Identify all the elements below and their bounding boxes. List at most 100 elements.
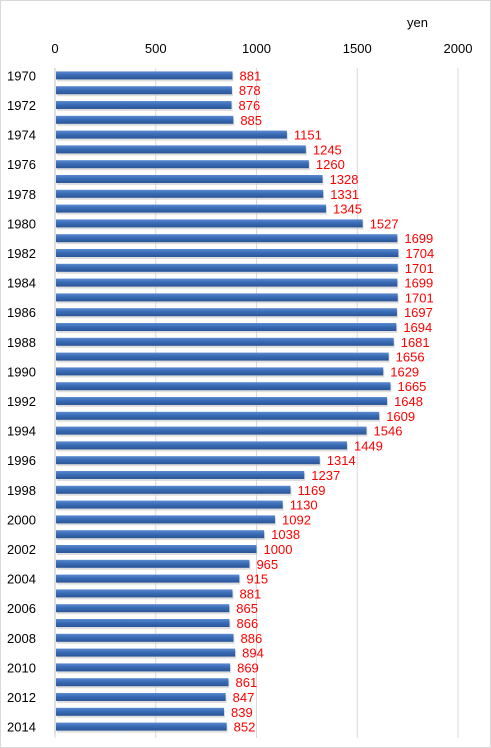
- data-label: 1331: [330, 187, 359, 202]
- bar-1971: [56, 86, 232, 95]
- bar-1995: [56, 441, 347, 450]
- data-label: 1260: [316, 157, 345, 172]
- bar-1989: [56, 352, 389, 361]
- bar-2013: [56, 707, 225, 716]
- data-label: 881: [240, 68, 262, 83]
- data-label: 886: [241, 631, 263, 646]
- data-label: 865: [236, 601, 258, 616]
- y-tick-label: 2010: [7, 660, 36, 675]
- x-axis-ticks: 0 500 1000 1500 2000: [51, 41, 472, 56]
- data-label: 869: [237, 660, 259, 675]
- data-label: 894: [242, 646, 264, 661]
- data-label: 1038: [271, 527, 300, 542]
- data-label: 1629: [390, 364, 419, 379]
- x-tick-label: 1500: [343, 41, 372, 56]
- data-label: 881: [240, 586, 262, 601]
- y-tick-label: 1976: [7, 157, 36, 172]
- bar-1991: [56, 382, 391, 391]
- y-tick-label: 1982: [7, 246, 36, 261]
- data-labels: 8818788768851151124512601328133113451527…: [231, 68, 434, 734]
- bar-2010: [56, 663, 231, 672]
- bar-1985: [56, 293, 398, 302]
- bar-1984: [56, 278, 398, 287]
- bar-1993: [56, 411, 380, 420]
- bar-1996: [56, 456, 320, 465]
- data-label: 1130: [290, 498, 318, 513]
- y-tick-label: 2002: [7, 542, 36, 557]
- bar-2012: [56, 693, 226, 701]
- bar-1998: [56, 485, 291, 494]
- bar-2014: [56, 722, 227, 731]
- y-tick-label: 1972: [7, 98, 36, 113]
- data-label: 1701: [405, 261, 434, 276]
- data-label: 1648: [394, 394, 423, 409]
- bar-1975: [56, 145, 306, 154]
- bar-1976: [56, 160, 309, 169]
- x-tick-label: 500: [145, 41, 167, 56]
- bar-1986: [56, 308, 397, 317]
- y-tick-label: 1980: [7, 216, 36, 231]
- data-label: 1699: [404, 231, 433, 246]
- data-label: 1092: [282, 512, 311, 527]
- bar-1978: [56, 189, 324, 198]
- y-tick-label: 2014: [7, 720, 36, 735]
- bar-1972: [56, 101, 232, 109]
- x-tick-label: 1000: [242, 41, 271, 56]
- y-tick-label: 2004: [7, 572, 36, 587]
- bar-1981: [56, 234, 398, 243]
- bar-2006: [56, 604, 230, 613]
- data-label: 1697: [404, 305, 433, 320]
- bar-1979: [56, 204, 327, 213]
- data-label: 1704: [405, 246, 434, 261]
- bar-2000: [56, 515, 276, 524]
- data-label: 1699: [404, 276, 433, 291]
- y-tick-label: 1988: [7, 335, 36, 350]
- x-tick-label: 2000: [444, 41, 473, 56]
- data-label: 861: [235, 675, 257, 690]
- y-tick-label: 1984: [7, 276, 36, 291]
- data-label: 876: [239, 98, 261, 113]
- bars: [56, 71, 400, 733]
- data-label: 1449: [354, 438, 383, 453]
- bar-1999: [56, 500, 283, 509]
- y-tick-label: 2008: [7, 631, 36, 646]
- data-label: 847: [233, 690, 255, 705]
- bar-1974: [56, 130, 287, 139]
- bar-1990: [56, 367, 384, 376]
- bar-1988: [56, 337, 394, 346]
- data-label: 1546: [374, 424, 403, 439]
- data-label: 839: [231, 705, 253, 720]
- y-tick-label: 1994: [7, 424, 36, 439]
- bar-1980: [56, 219, 363, 228]
- data-label: 1314: [327, 453, 356, 468]
- data-label: 1665: [397, 379, 426, 394]
- x-tick-label: 0: [51, 41, 58, 56]
- bar-1977: [56, 175, 323, 183]
- data-label: 965: [256, 557, 278, 572]
- bar-1983: [56, 263, 398, 272]
- bar-1997: [56, 471, 305, 479]
- bar-2011: [56, 678, 229, 687]
- bar-1982: [56, 249, 399, 257]
- y-tick-label: 1970: [7, 68, 36, 83]
- data-label: 1151: [294, 128, 322, 143]
- bar-1970: [56, 71, 233, 80]
- data-label: 866: [236, 616, 258, 631]
- y-tick-label: 1986: [7, 305, 36, 320]
- data-label: 1694: [403, 320, 432, 335]
- data-label: 1328: [330, 172, 359, 187]
- bar-2008: [56, 633, 234, 642]
- y-axis-labels: 1970 1972 1974 1976 1978 1980 1982 1984 1986 1988…: [7, 68, 36, 734]
- data-label: 1656: [396, 350, 425, 365]
- data-label: 1237: [311, 468, 340, 483]
- data-label: 1345: [333, 202, 362, 217]
- data-label: 852: [234, 720, 256, 735]
- bar-2002: [56, 545, 257, 553]
- y-tick-label: 1998: [7, 483, 36, 498]
- data-label: 1681: [401, 335, 430, 350]
- bar-2009: [56, 648, 236, 657]
- data-label: 915: [246, 572, 268, 587]
- data-label: 1527: [370, 216, 399, 231]
- y-tick-label: 1978: [7, 187, 36, 202]
